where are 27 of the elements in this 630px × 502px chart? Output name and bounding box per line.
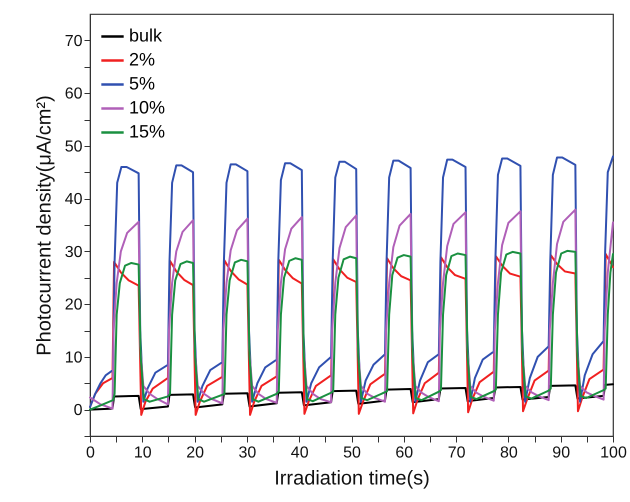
- y-tick-label: 60: [64, 86, 83, 103]
- legend-label: 15%: [129, 122, 166, 142]
- y-tick-label: 30: [64, 244, 83, 261]
- x-tick-label: 60: [395, 444, 414, 462]
- x-tick-label: 20: [186, 444, 204, 462]
- legend-label: bulk: [129, 26, 164, 46]
- x-tick-label: 90: [552, 444, 570, 462]
- x-tick-label: 40: [290, 444, 309, 462]
- x-tick-label: 70: [448, 444, 466, 462]
- x-tick-label: 30: [238, 444, 256, 462]
- y-tick-label: 0: [74, 402, 83, 420]
- y-tick-label: 70: [64, 32, 83, 50]
- legend-label: 2%: [129, 50, 156, 70]
- x-axis-title: Irradiation time(s): [274, 468, 430, 490]
- y-tick-label: 40: [64, 191, 83, 208]
- y-tick-label: 50: [64, 138, 83, 156]
- y-tick-label: 10: [64, 349, 83, 366]
- legend-label: 5%: [129, 74, 156, 94]
- x-tick-label: 0: [86, 444, 96, 462]
- x-tick-label: 50: [343, 444, 361, 462]
- y-axis-title: Photocurrent density(μA/cm²): [34, 95, 56, 356]
- line-series: [89, 383, 614, 411]
- x-tick-label: 10: [134, 444, 152, 462]
- x-tick-label: 80: [500, 444, 518, 462]
- legend-label: 10%: [129, 98, 166, 118]
- y-tick-label: 20: [64, 296, 83, 314]
- x-tick-label: 100: [600, 444, 627, 462]
